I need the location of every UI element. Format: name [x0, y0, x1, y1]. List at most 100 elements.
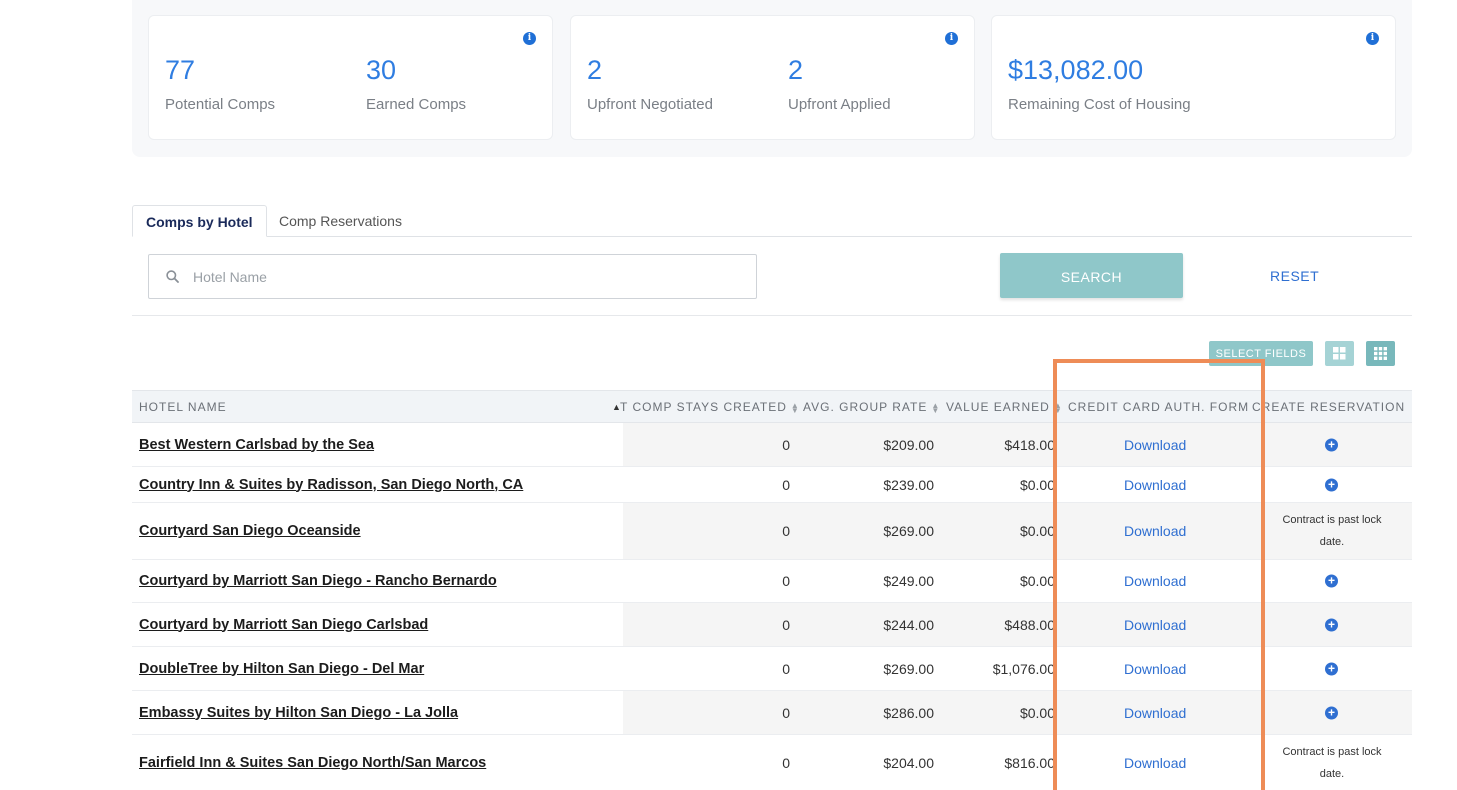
- tab-comps-by-hotel[interactable]: Comps by Hotel: [132, 205, 267, 237]
- column-header-create-reservation: CREATE RESERVATION: [1252, 391, 1405, 422]
- upfront-negotiated-stat: 2 Upfront Negotiated: [587, 54, 713, 113]
- remaining-cost-stat: $13,082.00 Remaining Cost of Housing: [1008, 54, 1191, 113]
- download-link[interactable]: Download: [1124, 476, 1187, 493]
- avg-group-rate-cell: $249.00: [883, 573, 934, 589]
- table-header: HOTEL NAME ▲ T COMP STAYS CREATED ▲ ▼ AVG.…: [132, 390, 1412, 423]
- avg-group-rate-cell: $209.00: [883, 436, 934, 453]
- table-view-button[interactable]: [1366, 341, 1395, 366]
- stat-label: Upfront Negotiated: [587, 96, 713, 113]
- hotel-name-link[interactable]: DoubleTree by Hilton San Diego - Del Mar: [139, 660, 425, 677]
- column-header-label: CREDIT CARD AUTH. FORM: [1068, 400, 1250, 414]
- comp-stays-cell: 0: [782, 660, 790, 677]
- avg-group-rate-cell: $286.00: [883, 704, 934, 721]
- column-header-comp-stays[interactable]: T COMP STAYS CREATED ▲ ▼: [620, 391, 800, 422]
- add-reservation-icon[interactable]: +: [1325, 662, 1338, 675]
- column-header-hotel-name[interactable]: HOTEL NAME: [139, 391, 227, 422]
- earned-comps-stat: 30 Earned Comps: [366, 54, 466, 113]
- stat-label: Upfront Applied: [788, 96, 891, 113]
- download-link[interactable]: Download: [1124, 704, 1187, 721]
- value-earned-cell: $1,076.00: [992, 660, 1055, 677]
- grid-view-button[interactable]: [1325, 341, 1354, 366]
- row-shade: [623, 503, 1412, 559]
- comp-stays-cell: 0: [782, 755, 790, 771]
- avg-group-rate-cell: $239.00: [883, 476, 934, 493]
- lock-date-note: Contract is past lock date.: [1282, 514, 1382, 548]
- value-earned-cell: $0.00: [1019, 573, 1055, 589]
- reset-button[interactable]: RESET: [1270, 268, 1320, 284]
- comp-stays-cell: 0: [782, 476, 790, 493]
- column-header-label: HOTEL NAME: [139, 400, 227, 414]
- hotel-name-link[interactable]: Courtyard by Marriott San Diego - Rancho…: [139, 573, 497, 589]
- info-icon[interactable]: i: [945, 32, 958, 45]
- add-reservation-icon[interactable]: +: [1325, 706, 1338, 719]
- sort-icon: ▲ ▼: [790, 400, 800, 415]
- avg-group-rate-cell: $204.00: [883, 755, 934, 771]
- download-link[interactable]: Download: [1124, 616, 1187, 633]
- comp-stays-cell: 0: [782, 523, 790, 539]
- upfront-applied-stat: 2 Upfront Applied: [788, 54, 891, 113]
- value-earned-cell: $0.00: [1019, 476, 1055, 493]
- download-link[interactable]: Download: [1124, 436, 1187, 453]
- column-header-avg-group-rate[interactable]: AVG. GROUP RATE ▲ ▼: [803, 391, 941, 422]
- column-header-cc-auth-form: CREDIT CARD AUTH. FORM: [1068, 391, 1250, 422]
- comp-stays-cell: 0: [782, 436, 790, 453]
- sort-icon: ▲ ▼: [931, 400, 941, 415]
- table-row: Courtyard by Marriott San Diego - Rancho…: [132, 560, 1412, 603]
- search-box: [148, 254, 757, 299]
- table-row: Country Inn & Suites by Radisson, San Di…: [132, 467, 1412, 503]
- stats-panel: i 77 Potential Comps 30 Earned Comps i 2…: [132, 0, 1412, 157]
- row-shade: [623, 423, 1412, 466]
- add-reservation-icon[interactable]: +: [1325, 574, 1338, 588]
- download-link[interactable]: Download: [1124, 660, 1187, 677]
- info-icon[interactable]: i: [1366, 32, 1379, 45]
- search-button[interactable]: SEARCH: [1000, 253, 1183, 298]
- download-link[interactable]: Download: [1124, 523, 1187, 539]
- table-row: Courtyard by Marriott San Diego Carlsbad…: [132, 603, 1412, 647]
- info-icon[interactable]: i: [523, 32, 536, 45]
- select-fields-button[interactable]: SELECT FIELDS: [1209, 341, 1313, 366]
- row-shade: [623, 560, 1412, 602]
- hotel-name-link[interactable]: Courtyard San Diego Oceanside: [139, 523, 361, 539]
- avg-group-rate-cell: $269.00: [883, 523, 934, 539]
- sort-icon: ▲ ▼: [1053, 400, 1063, 415]
- stat-value: 77: [165, 55, 196, 85]
- download-link[interactable]: Download: [1124, 755, 1187, 771]
- column-header-label: T COMP STAYS CREATED: [620, 400, 787, 414]
- stat-value: 2: [587, 55, 603, 85]
- comp-stays-cell: 0: [782, 704, 790, 721]
- table-row: Fairfield Inn & Suites San Diego North/S…: [132, 735, 1412, 790]
- table-row: Embassy Suites by Hilton San Diego - La …: [132, 691, 1412, 735]
- add-reservation-icon[interactable]: +: [1325, 478, 1338, 491]
- hotel-name-link[interactable]: Courtyard by Marriott San Diego Carlsbad: [139, 616, 429, 633]
- value-earned-cell: $0.00: [1019, 704, 1055, 721]
- add-reservation-icon[interactable]: +: [1325, 618, 1338, 631]
- comps-stat-card: i 77 Potential Comps 30 Earned Comps: [148, 15, 553, 140]
- download-link[interactable]: Download: [1124, 573, 1187, 589]
- stat-label: Potential Comps: [165, 96, 276, 113]
- tab-comp-reservations[interactable]: Comp Reservations: [279, 213, 402, 229]
- comp-stays-cell: 0: [782, 616, 790, 633]
- add-reservation-icon[interactable]: +: [1325, 438, 1338, 451]
- column-header-label: VALUE EARNED: [946, 400, 1050, 414]
- table-row: Courtyard San Diego Oceanside 0 $269.00 $0.…: [132, 503, 1412, 560]
- stat-label: Remaining Cost of Housing: [1008, 96, 1191, 113]
- value-earned-cell: $0.00: [1019, 523, 1055, 539]
- search-icon: [166, 270, 179, 283]
- avg-group-rate-cell: $269.00: [883, 660, 934, 677]
- hotel-name-link[interactable]: Best Western Carlsbad by the Sea: [139, 436, 375, 453]
- stat-value: $13,082.00: [1008, 55, 1144, 85]
- table-row: Best Western Carlsbad by the Sea 0 $209.00…: [132, 423, 1412, 467]
- column-header-value-earned[interactable]: VALUE EARNED ▲ ▼: [946, 391, 1063, 422]
- stat-label: Earned Comps: [366, 96, 467, 113]
- hotel-name-link[interactable]: Fairfield Inn & Suites San Diego North/S…: [139, 755, 487, 771]
- table-row: DoubleTree by Hilton San Diego - Del Mar…: [132, 647, 1412, 691]
- column-header-label: AVG. GROUP RATE: [803, 400, 928, 414]
- lock-date-note: Contract is past lock date.: [1282, 746, 1382, 780]
- sort-asc-icon[interactable]: ▲: [612, 402, 622, 412]
- hotel-name-search-input[interactable]: [193, 255, 743, 298]
- row-shade: [623, 467, 1412, 502]
- tab-bar: Comps by Hotel Comp Reservations: [132, 205, 1412, 237]
- hotel-name-link[interactable]: Embassy Suites by Hilton San Diego - La …: [139, 704, 459, 721]
- potential-comps-stat: 77 Potential Comps: [165, 54, 275, 113]
- hotel-name-link[interactable]: Country Inn & Suites by Radisson, San Di…: [139, 476, 524, 493]
